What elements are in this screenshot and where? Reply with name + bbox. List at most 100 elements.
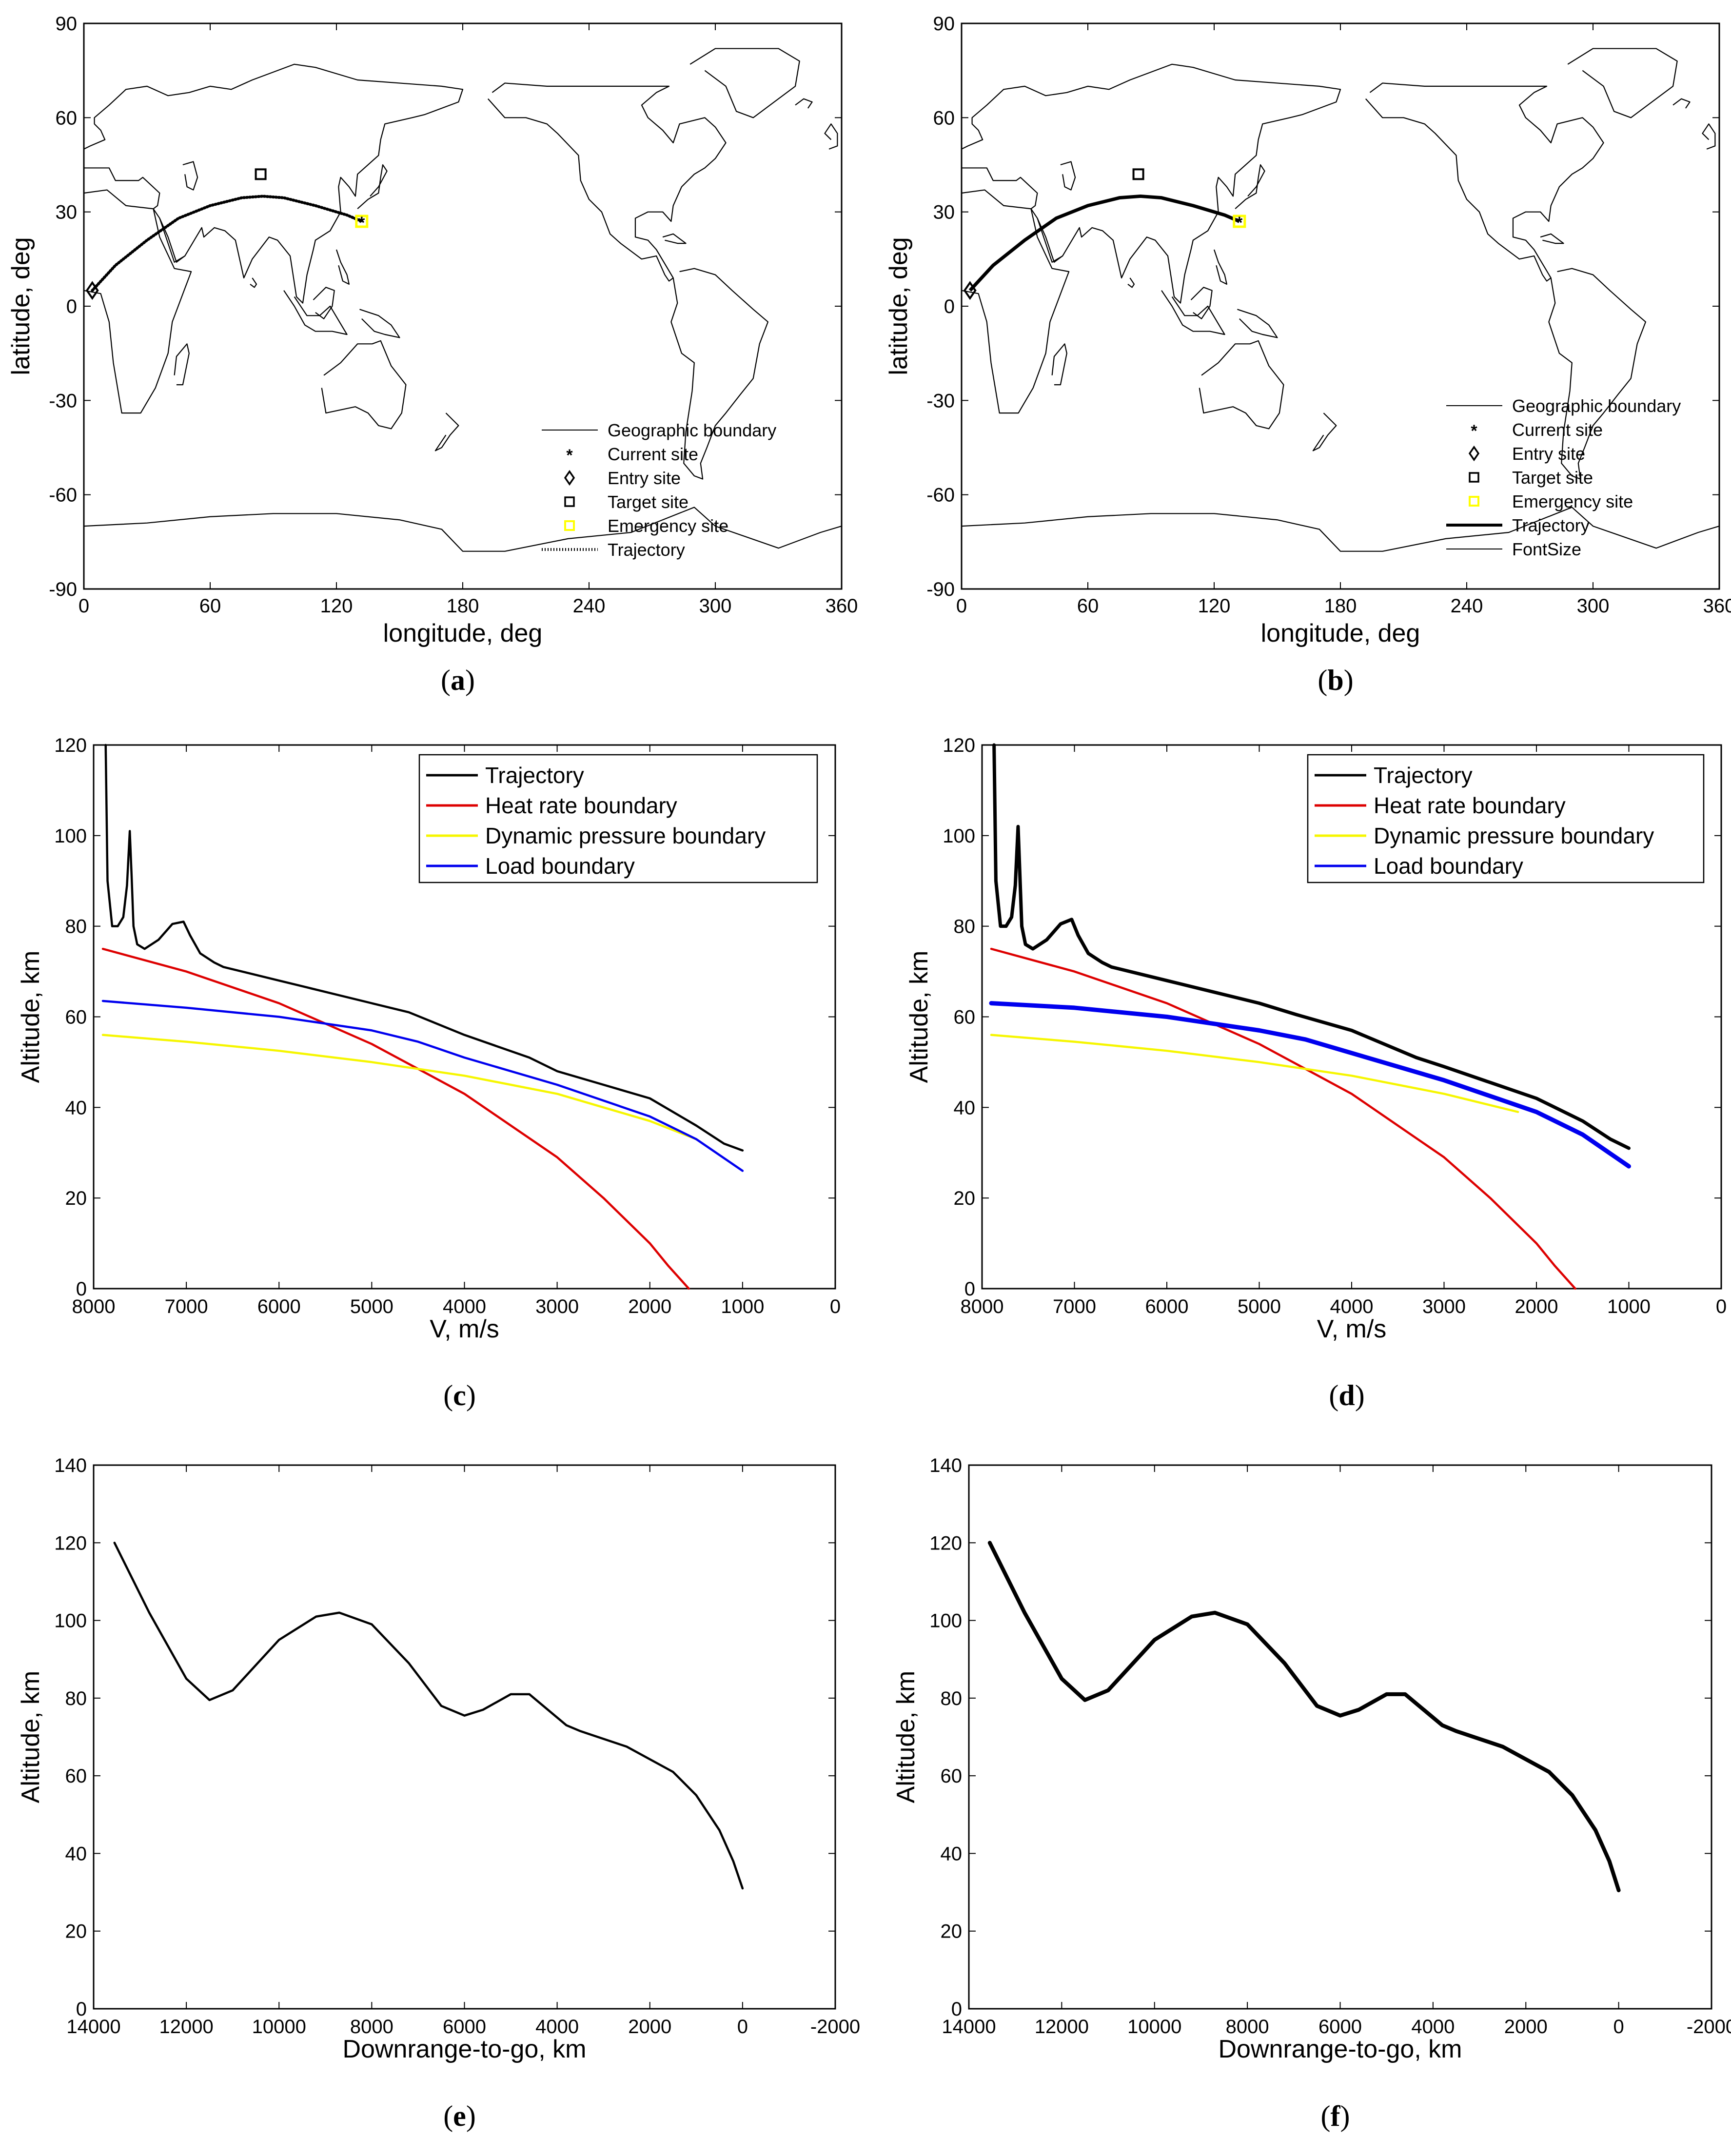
y-axis-label: Altitude, km	[17, 1671, 45, 1803]
trajectory-line	[91, 195, 363, 292]
x-tick-label: 6000	[1145, 1296, 1189, 1317]
caption-open-paren: (	[1318, 664, 1327, 696]
y-tick-label: 140	[54, 1455, 87, 1476]
x-tick-label: 360	[1703, 595, 1731, 617]
x-axis-label: Downrange-to-go, km	[343, 2035, 587, 2063]
legend-diamond-swatch	[564, 470, 575, 486]
x-tick-label: 300	[1577, 595, 1610, 617]
y-tick-label: 80	[941, 1688, 963, 1709]
legend-square-swatch	[564, 496, 575, 507]
x-tick-label: -2000	[1687, 2016, 1731, 2038]
y-tick-label: 40	[954, 1097, 976, 1118]
y-tick-label: 60	[65, 1007, 87, 1028]
coastline	[283, 290, 348, 335]
x-tick-label: 6000	[443, 2016, 486, 2038]
coastline	[1548, 268, 1647, 480]
series-line	[989, 1001, 1631, 1169]
legend-label: Geographic boundary	[608, 420, 776, 440]
legend-label: Load boundary	[485, 853, 635, 879]
coastline	[1237, 309, 1278, 338]
legend-label: Entry site	[608, 468, 681, 488]
line-panel-d: 8000 7000 6000 5000 4000 3000 2000 1000 0 0 20 40 60…	[905, 735, 1727, 1343]
x-tick-label: 0	[830, 1296, 841, 1317]
coastline	[689, 48, 800, 118]
y-tick-label: 40	[941, 1843, 963, 1864]
y-tick-label: -30	[926, 390, 955, 412]
y-tick-label: 20	[65, 1188, 87, 1209]
series-line	[990, 947, 1576, 1290]
caption-close-paren: )	[1355, 1379, 1365, 1411]
legend-diamond-swatch	[1468, 445, 1480, 462]
y-tick-label: 0	[964, 1278, 975, 1300]
series-line	[101, 1000, 744, 1172]
series-line	[101, 947, 690, 1290]
panel-caption: (f)	[1321, 2100, 1350, 2132]
x-tick-label: 8000	[350, 2016, 393, 2038]
x-tick-label: 12000	[159, 2016, 214, 2038]
map-panel-a: 0 60 120 180 240 300 360 -90 -60 -30 0 30 60 90 longit…	[7, 13, 858, 647]
y-tick-label: 140	[929, 1455, 962, 1476]
legend-label: Emergency site	[1512, 491, 1633, 511]
legend: Trajectory Heat rate boundary Dynamic pres…	[1307, 754, 1705, 883]
legend: Trajectory Heat rate boundary Dynamic pres…	[418, 754, 818, 883]
y-tick-label: 0	[76, 1999, 87, 2020]
y-tick-label: 120	[54, 735, 87, 756]
legend-label: Dynamic pressure boundary	[1374, 823, 1654, 848]
coastline	[1161, 290, 1225, 335]
coastline	[434, 412, 459, 451]
y-tick-label: 20	[941, 1921, 963, 1942]
series-line	[990, 1034, 1519, 1113]
coastline	[1312, 412, 1337, 451]
y-tick-label: 60	[56, 107, 78, 129]
y-tick-label: 100	[943, 825, 975, 847]
x-tick-label: 1000	[1607, 1296, 1651, 1317]
legend-box	[1307, 754, 1705, 883]
caption-letter: a	[451, 664, 465, 696]
x-tick-label: 0	[737, 2016, 748, 2038]
panel-caption: (a)	[441, 664, 475, 696]
coastline	[795, 98, 813, 109]
x-tick-label: 1000	[721, 1296, 764, 1317]
coastline	[250, 277, 257, 288]
caption-close-paren: )	[465, 664, 475, 696]
y-tick-label: 90	[933, 13, 955, 35]
y-tick-label: 40	[65, 1843, 87, 1864]
caption-close-paren: )	[466, 2100, 476, 2132]
series-line	[101, 1034, 698, 1140]
coastline	[1540, 233, 1564, 244]
coastline	[182, 161, 198, 191]
line-panel-e: 14000 12000 10000 8000 6000 4000 2000 0 -2000 0 20…	[17, 1455, 860, 2063]
coastline	[961, 63, 1341, 304]
panel-caption: (e)	[443, 2100, 476, 2132]
x-tick-label: 8000	[961, 1296, 1004, 1317]
legend-label: Trajectory	[485, 763, 584, 788]
emergency-site-marker	[355, 215, 369, 228]
legend-label: Emergency site	[608, 516, 728, 536]
coastline	[1060, 161, 1076, 191]
coastline	[1702, 123, 1716, 150]
y-axis-label: Altitude, km	[892, 1671, 920, 1803]
legend-label: Trajectory	[608, 540, 685, 560]
coastline	[1190, 287, 1213, 319]
coastline	[1672, 98, 1691, 109]
target-site-marker	[255, 168, 267, 180]
legend-label: Heat rate boundary	[1374, 793, 1566, 818]
legend-asterisk-swatch: *	[566, 446, 573, 465]
y-tick-label: 80	[65, 1688, 87, 1709]
y-tick-label: 40	[65, 1097, 87, 1118]
legend-label: Heat rate boundary	[485, 793, 677, 818]
y-tick-label: -60	[49, 485, 77, 506]
caption-open-paren: (	[1329, 1379, 1338, 1411]
legend-label: Trajectory	[1512, 515, 1590, 535]
plot-frame	[83, 22, 843, 590]
entry-site-marker	[85, 281, 99, 300]
x-tick-label: 180	[1324, 595, 1357, 617]
caption-letter: b	[1327, 664, 1343, 696]
coastline	[357, 164, 388, 210]
x-axis-label: V, m/s	[430, 1315, 499, 1343]
y-tick-label: 0	[944, 296, 955, 317]
legend-label: Entry site	[1512, 444, 1585, 464]
coastline	[83, 507, 842, 552]
legend-label: Target site	[608, 492, 688, 512]
x-tick-label: 8000	[1226, 2016, 1269, 2038]
